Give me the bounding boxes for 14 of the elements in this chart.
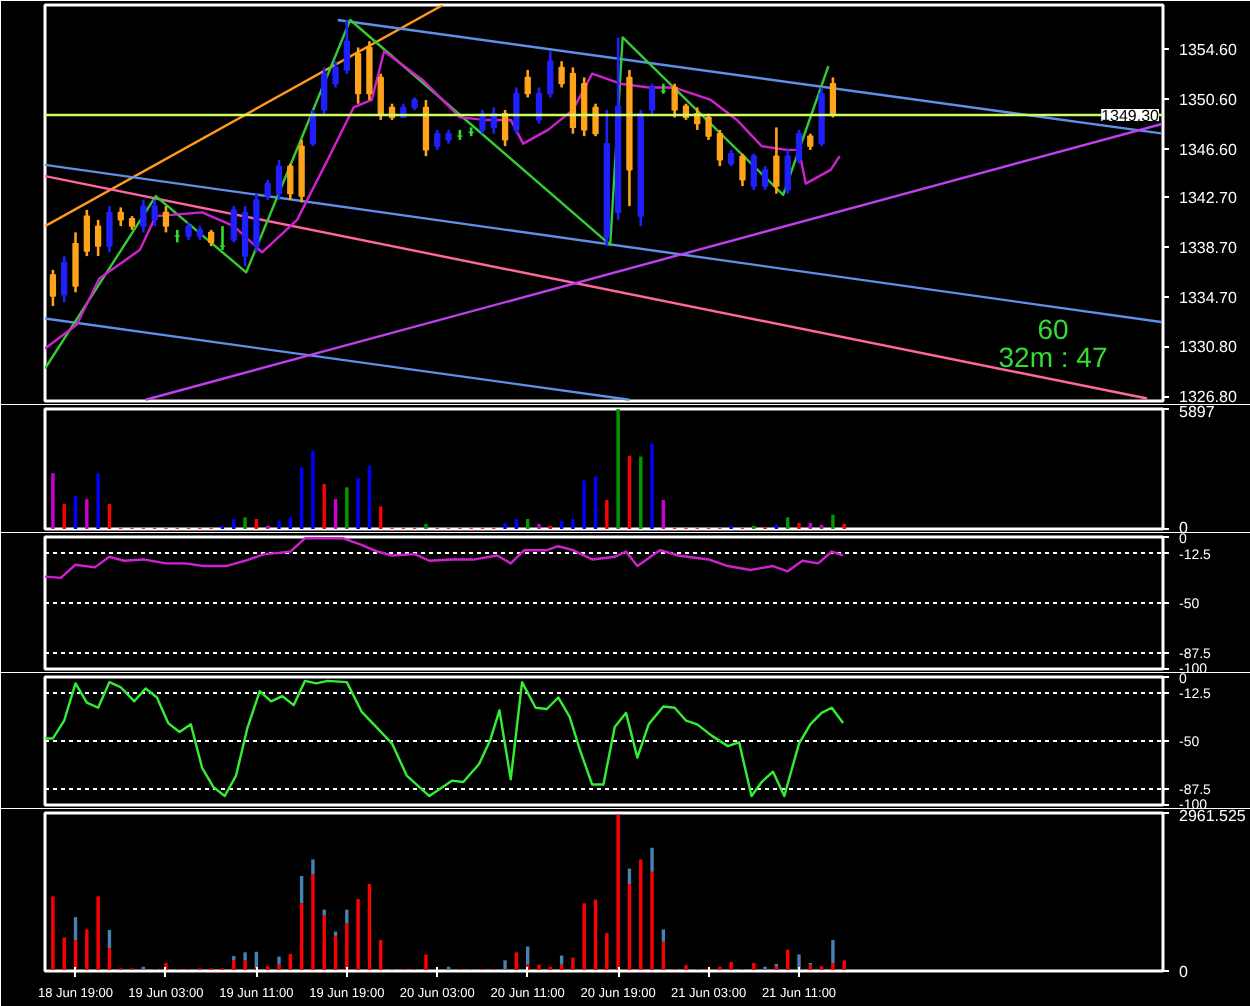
y-tick-label: 1338.70 — [1179, 239, 1238, 258]
y-tick-label: 1350.60 — [1179, 90, 1238, 109]
y-tick-label: 1330.80 — [1179, 338, 1238, 357]
y-tick-label: 1346.60 — [1179, 140, 1238, 159]
y-tick-label: 1334.70 — [1179, 289, 1238, 308]
annotation: 60 — [1037, 313, 1069, 345]
y-tick-label: 1354.60 — [1179, 40, 1238, 59]
y-tick-label: 2961.525 — [1179, 807, 1247, 825]
y-tick-label: 5897 — [1179, 403, 1216, 421]
y-tick-label: 1326.80 — [1179, 388, 1238, 406]
y-tick-label: 1342.70 — [1179, 189, 1238, 208]
y-tick-label: 0 — [1179, 963, 1189, 981]
annotation: 32m : 47 — [998, 341, 1108, 373]
ref-line-label: 1349.30 — [1101, 106, 1161, 125]
